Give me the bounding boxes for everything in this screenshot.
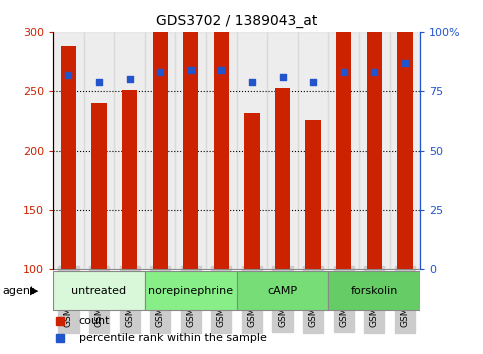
Text: untreated: untreated [71,286,127,296]
Bar [183,20,199,269]
Bar [114,32,145,269]
Bar [367,16,382,269]
Title: GDS3702 / 1389043_at: GDS3702 / 1389043_at [156,14,317,28]
Text: percentile rank within the sample: percentile rank within the sample [79,333,267,343]
Bar [275,88,290,269]
Point [126,76,133,82]
Bar [305,120,321,269]
Point [248,79,256,85]
Bar [175,32,206,269]
Bar [267,32,298,269]
Bar [298,32,328,269]
Bar [122,90,137,269]
Bar [397,0,412,269]
Bar [61,46,76,269]
Point [217,67,225,73]
Bar [328,32,359,269]
Point [309,79,317,85]
Bar [53,32,84,269]
Point [370,69,378,75]
Point [401,60,409,65]
Point [340,69,348,75]
Bar [237,32,267,269]
Bar [336,20,352,269]
Point [65,72,72,78]
Bar [53,272,145,310]
Bar [359,32,390,269]
Bar [91,103,107,269]
Bar [145,32,175,269]
Bar [153,29,168,269]
Bar [206,32,237,269]
Text: count: count [79,316,110,326]
Point [187,67,195,73]
Bar [213,11,229,269]
Text: agent: agent [2,286,35,296]
Text: ▶: ▶ [30,286,39,296]
Point [95,79,103,85]
Text: norepinephrine: norepinephrine [148,286,233,296]
Point [156,69,164,75]
Bar [84,32,114,269]
Bar [328,272,420,310]
Bar [145,272,237,310]
Bar [237,272,328,310]
Text: cAMP: cAMP [268,286,298,296]
Text: forskolin: forskolin [351,286,398,296]
Bar [390,32,420,269]
Bar [244,113,260,269]
Point [279,74,286,80]
